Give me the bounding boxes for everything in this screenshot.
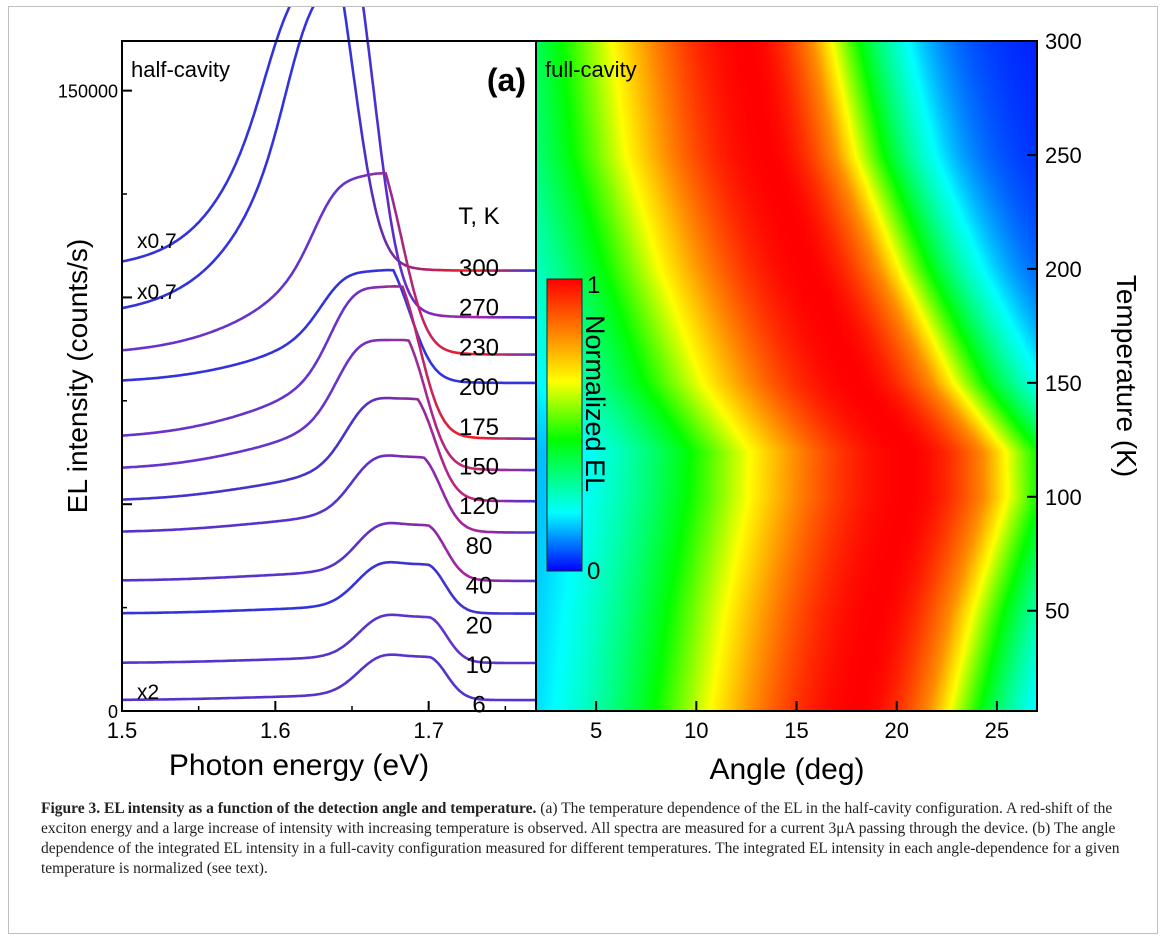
heatmap-y-tick-label: 50 bbox=[1045, 599, 1069, 624]
heatmap-x-tick-label: 10 bbox=[684, 718, 708, 743]
half-cavity-label: half-cavity bbox=[131, 57, 230, 82]
heatmap-y-tick-label: 300 bbox=[1045, 29, 1082, 54]
colorbar-min-label: 0 bbox=[587, 558, 600, 585]
spectrum-line-120K bbox=[121, 396, 536, 503]
temperature-label: 10 bbox=[466, 652, 493, 679]
temperature-label: 40 bbox=[466, 573, 493, 600]
scale-label: x0.7 bbox=[137, 230, 177, 253]
spectrum-line-6K bbox=[122, 653, 536, 702]
figure-frame: 1.5 1.6 1.7 0 150000 5 10 15 20 25 50 100 150 200 250… bbox=[8, 6, 1158, 934]
spectrum-line-175K bbox=[121, 284, 536, 440]
temperature-label: 300 bbox=[459, 255, 499, 282]
spectrum-line-300K bbox=[121, 7, 536, 272]
scale-label: x0.7 bbox=[137, 281, 177, 304]
spectra-axes: 1.5 1.6 1.7 0 150000 bbox=[58, 82, 507, 743]
temperature-label: 150 bbox=[459, 454, 499, 481]
heatmap-x-tick-label: 20 bbox=[884, 718, 908, 743]
spectra-plot bbox=[121, 7, 536, 702]
temperature-labels: 300 270 230 200 175 150 120 80 40 20 10 6 bbox=[459, 255, 499, 719]
heatmap-canvas bbox=[536, 41, 1037, 711]
spectrum-line-150K bbox=[122, 338, 536, 472]
heatmap-y-tick-label: 100 bbox=[1045, 485, 1082, 510]
spectrum-line-230K bbox=[121, 172, 536, 356]
temperature-label: 120 bbox=[459, 493, 499, 520]
y-axis-title-right: Temperature (K) bbox=[1111, 275, 1142, 477]
x-axis-title-left: Photon energy (eV) bbox=[169, 749, 429, 782]
y-tick-label: 0 bbox=[108, 702, 118, 722]
heatmap-y-tick-label: 150 bbox=[1045, 371, 1082, 396]
colorbar-title: Normalized EL bbox=[580, 315, 610, 492]
temperature-label: 200 bbox=[459, 374, 499, 401]
y-tick-label: 150000 bbox=[58, 82, 118, 102]
heatmap-y-tick-label: 200 bbox=[1045, 257, 1082, 282]
x-axis-title-right: Angle (deg) bbox=[709, 753, 864, 786]
spectrum-line-270K bbox=[121, 7, 536, 319]
caption-text: (a) The temperature dependence of the EL… bbox=[41, 800, 1120, 877]
spectrum-line-80K bbox=[122, 454, 536, 534]
spectrum-line-10K bbox=[122, 613, 536, 665]
x-tick-label: 1.5 bbox=[107, 718, 138, 743]
heatmap-x-tick-label: 5 bbox=[590, 718, 602, 743]
temperature-label: 230 bbox=[459, 334, 499, 361]
heatmap-plot bbox=[536, 41, 1037, 711]
full-cavity-label: full-cavity bbox=[545, 57, 637, 82]
spectrum-line-200K bbox=[122, 268, 536, 385]
spectrum-line-20K bbox=[122, 560, 536, 615]
temperature-label: 6 bbox=[472, 692, 485, 719]
temperature-label: 175 bbox=[459, 414, 499, 441]
temperature-label: 20 bbox=[466, 612, 493, 639]
temperature-label: 80 bbox=[466, 533, 493, 560]
panel-label: (a) bbox=[487, 62, 526, 98]
heatmap-x-tick-label: 25 bbox=[985, 718, 1009, 743]
y-axis-title-left: EL intensity (counts/s) bbox=[62, 239, 93, 513]
caption-title: Figure 3. EL intensity as a function of … bbox=[41, 800, 537, 817]
x-tick-label: 1.6 bbox=[260, 718, 291, 743]
x-tick-label: 1.7 bbox=[413, 718, 444, 743]
scale-label: x2 bbox=[137, 681, 159, 704]
heatmap-y-tick-label: 250 bbox=[1045, 143, 1082, 168]
spectrum-line-40K bbox=[121, 521, 536, 583]
legend-title: T, K bbox=[458, 203, 499, 230]
colorbar bbox=[546, 278, 583, 572]
heatmap-x-tick-label: 15 bbox=[784, 718, 808, 743]
heatmap-axes-frame bbox=[535, 40, 1038, 712]
figure-caption: Figure 3. EL intensity as a function of … bbox=[41, 799, 1141, 879]
temperature-label: 270 bbox=[459, 295, 499, 322]
colorbar-max-label: 1 bbox=[587, 272, 600, 299]
